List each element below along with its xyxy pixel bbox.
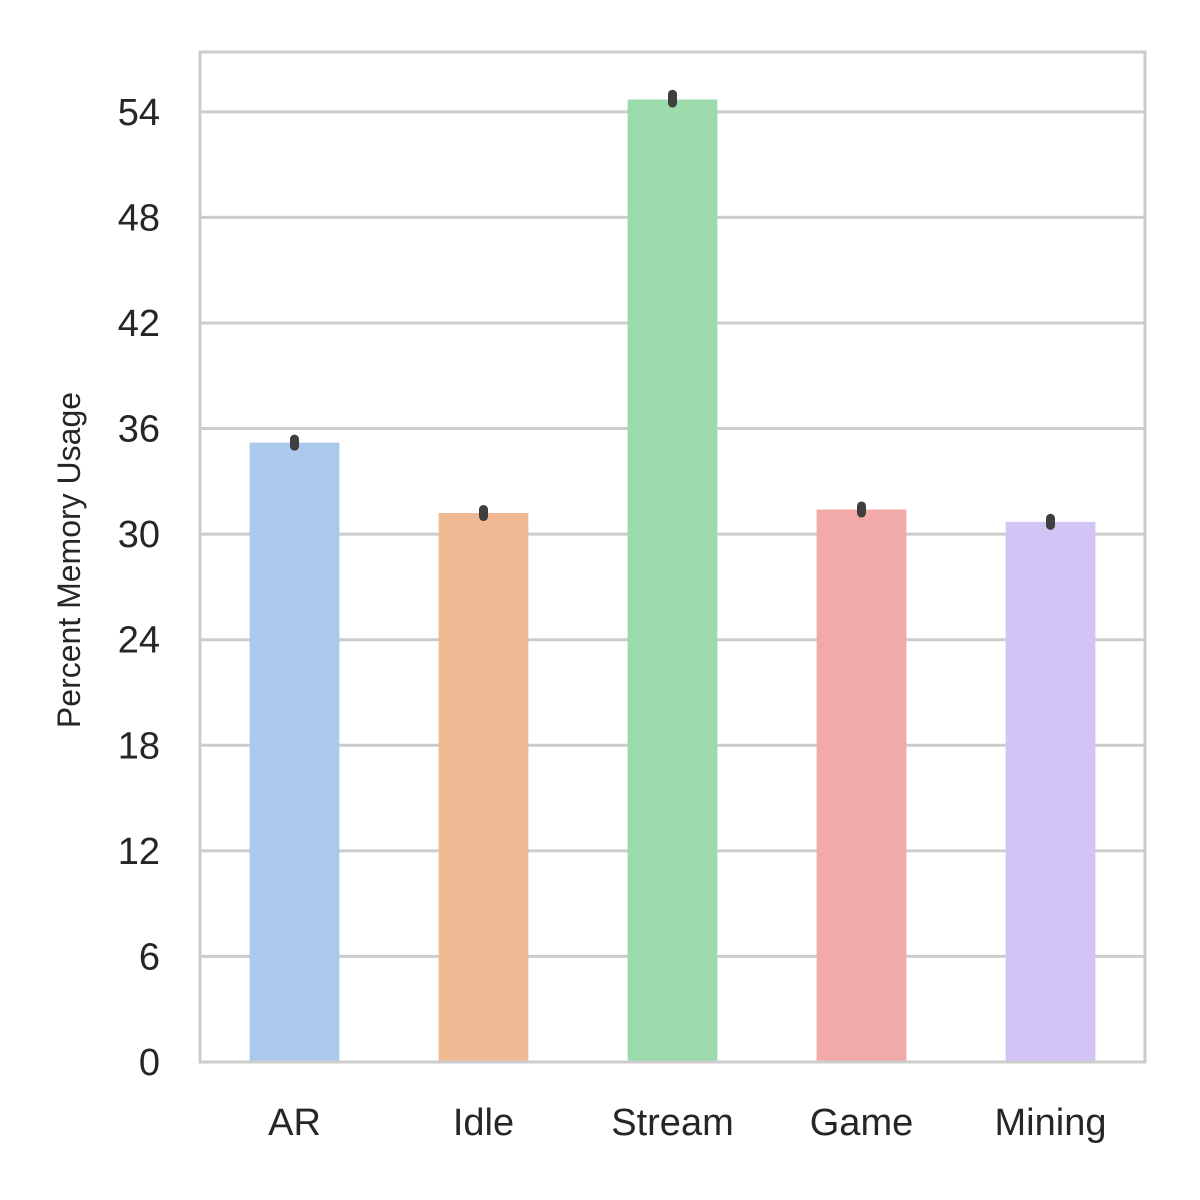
y-tick-label: 0	[139, 1042, 160, 1084]
plot-frame	[198, 50, 1147, 1064]
bar-stream	[627, 99, 718, 1062]
y-tick-label: 18	[118, 725, 160, 767]
x-tick-label: Idle	[453, 1102, 514, 1144]
y-tick-labels: 0 6 12 18 24 30 36 42 48 54	[118, 92, 160, 1084]
y-tick-label: 48	[118, 197, 160, 239]
bar-ar	[249, 442, 340, 1062]
error-bars	[290, 89, 1055, 530]
y-tick-label: 24	[118, 620, 160, 662]
bar-idle	[438, 513, 529, 1062]
y-tick-label: 12	[118, 831, 160, 873]
bar-mining	[1005, 521, 1096, 1062]
y-tick-label: 6	[139, 936, 160, 978]
x-tick-label: AR	[268, 1102, 321, 1144]
x-tick-label: Mining	[995, 1102, 1107, 1144]
y-tick-label: 30	[118, 514, 160, 556]
x-tick-label: Game	[810, 1102, 913, 1144]
y-axis-title: Percent Memory Usage	[51, 392, 87, 728]
x-tick-labels: AR Idle Stream Game Mining	[268, 1102, 1106, 1144]
bars	[249, 99, 1096, 1062]
y-tick-label: 42	[118, 303, 160, 345]
x-tick-label: Stream	[611, 1102, 733, 1144]
bar-game	[816, 509, 907, 1062]
y-tick-label: 54	[118, 92, 160, 134]
y-tick-label: 36	[118, 409, 160, 451]
